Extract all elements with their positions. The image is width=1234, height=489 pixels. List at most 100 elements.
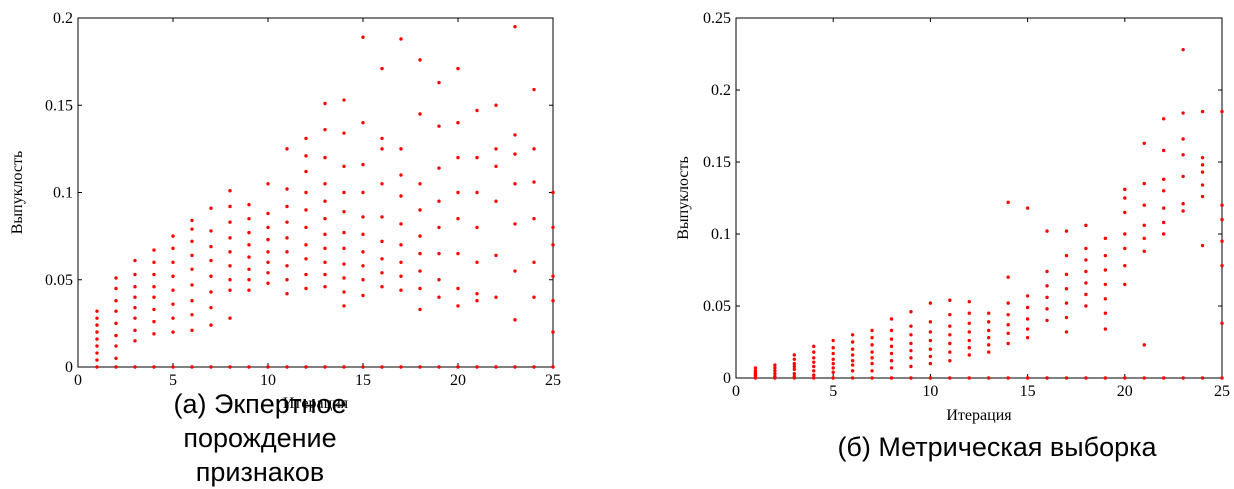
data-point — [171, 246, 175, 251]
data-point — [190, 267, 194, 271]
data-point — [361, 35, 365, 39]
data-point — [773, 369, 777, 373]
data-point — [494, 199, 498, 203]
caption-metric-sampling: (б) Метрическая выборка — [812, 430, 1182, 464]
data-point — [909, 324, 913, 328]
data-point — [1181, 174, 1185, 179]
data-point — [987, 320, 991, 324]
data-point — [987, 376, 991, 380]
data-point — [456, 66, 460, 71]
data-point — [1220, 203, 1224, 207]
data-point — [532, 216, 536, 221]
data-point — [1006, 312, 1010, 317]
data-point — [152, 285, 156, 289]
data-point — [247, 243, 251, 247]
data-point — [133, 305, 137, 310]
data-point — [361, 215, 365, 219]
data-point — [1161, 117, 1166, 121]
data-point — [1025, 376, 1030, 380]
data-point — [152, 319, 156, 324]
data-point — [1181, 137, 1185, 141]
data-point — [1045, 284, 1049, 288]
data-point — [870, 343, 874, 347]
data-point — [1064, 330, 1069, 334]
data-point — [1103, 268, 1108, 272]
data-point — [475, 190, 479, 195]
data-point — [304, 225, 308, 230]
data-point — [247, 255, 251, 259]
data-point — [475, 155, 479, 160]
data-point — [513, 269, 517, 273]
data-point — [850, 369, 855, 373]
data-point — [304, 272, 308, 277]
data-point — [551, 190, 555, 195]
data-point — [418, 307, 422, 312]
data-point — [323, 365, 327, 369]
data-point — [342, 190, 346, 195]
data-point — [209, 323, 213, 327]
data-point — [1123, 196, 1127, 200]
data-point — [753, 369, 758, 373]
data-point — [209, 229, 213, 233]
data-point — [361, 278, 365, 282]
data-point — [342, 164, 346, 169]
data-point — [1181, 376, 1185, 380]
data-point — [850, 340, 855, 344]
data-point — [1181, 153, 1185, 157]
x-tick-label: 25 — [1214, 383, 1230, 400]
data-point — [1084, 223, 1088, 228]
data-point — [285, 292, 289, 296]
data-point — [228, 316, 232, 320]
data-point — [1064, 229, 1069, 233]
data-point — [1142, 223, 1146, 228]
data-point — [190, 312, 194, 317]
data-point — [948, 350, 952, 354]
data-point — [909, 364, 913, 369]
data-point — [228, 278, 232, 282]
y-tick-label: 0.1 — [711, 226, 731, 243]
data-point — [114, 276, 118, 280]
data-point — [792, 371, 797, 376]
data-point — [1045, 295, 1049, 300]
y-tick-label: 0.15 — [703, 154, 731, 171]
data-point — [266, 211, 270, 216]
data-point — [437, 166, 441, 170]
data-point — [551, 298, 555, 303]
data-point — [513, 222, 517, 226]
data-point — [304, 190, 308, 195]
data-point — [456, 155, 460, 160]
data-point — [532, 260, 536, 264]
data-point — [266, 365, 270, 369]
data-point — [889, 359, 894, 363]
data-point — [1220, 239, 1224, 243]
data-point — [152, 260, 156, 264]
data-point — [551, 330, 555, 334]
data-point — [1006, 376, 1010, 380]
data-point — [152, 365, 156, 369]
data-point — [831, 357, 835, 361]
data-point — [773, 363, 777, 367]
data-point — [1045, 229, 1049, 233]
data-point — [870, 335, 874, 340]
data-point — [95, 316, 99, 320]
data-point — [190, 283, 194, 287]
data-point — [850, 376, 855, 380]
data-point — [532, 87, 536, 92]
data-point — [399, 173, 403, 177]
data-point — [380, 136, 384, 141]
data-point — [1084, 281, 1088, 285]
data-point — [95, 365, 99, 369]
data-point — [228, 189, 232, 193]
data-point — [494, 147, 498, 151]
data-point — [361, 190, 365, 195]
data-point — [889, 344, 894, 349]
data-point — [1103, 311, 1108, 315]
data-point — [948, 324, 952, 328]
data-point — [228, 220, 232, 224]
x-axis-label: Итерация — [946, 407, 1012, 424]
data-point — [152, 307, 156, 312]
x-tick-label: 0 — [732, 383, 740, 400]
data-point — [1142, 181, 1146, 186]
data-point — [342, 262, 346, 266]
data-point — [399, 194, 403, 198]
